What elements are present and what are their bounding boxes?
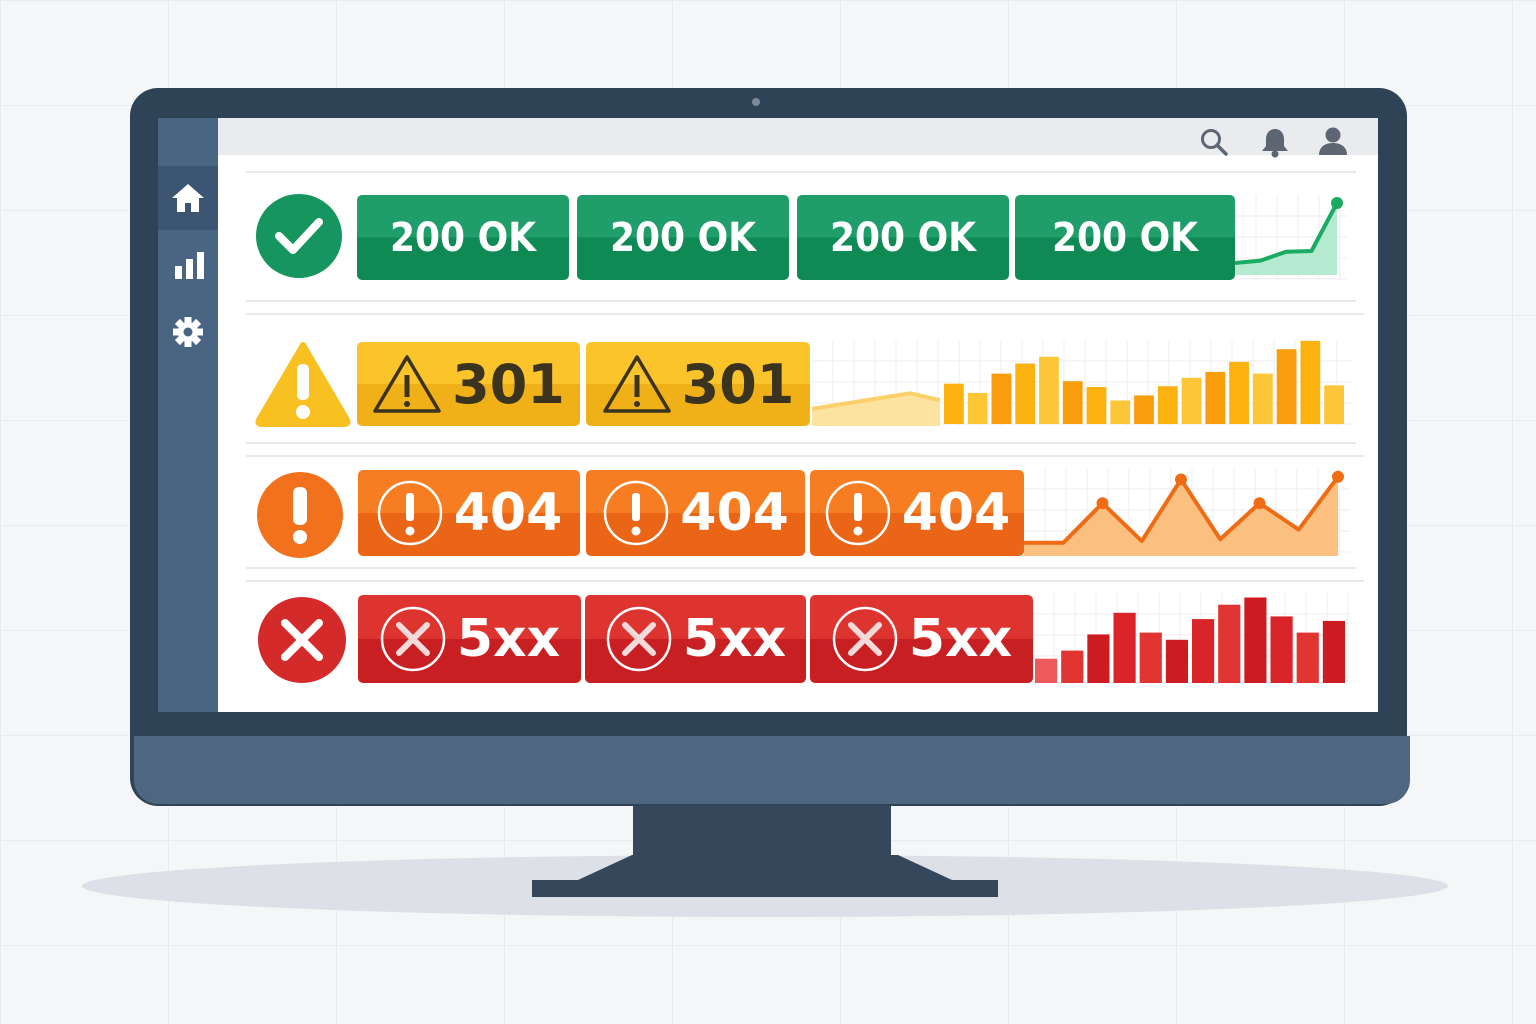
redirect-bar-chart	[811, 340, 1352, 426]
bell-icon[interactable]	[1258, 126, 1292, 160]
badge-label: 200 OK	[389, 214, 537, 261]
bar	[1139, 632, 1162, 683]
badge-label: 200 OK	[609, 214, 757, 261]
badge-label: 5xx	[682, 609, 787, 669]
badge-label: 404	[901, 483, 1011, 543]
bar	[1205, 371, 1226, 424]
trend-area	[1024, 476, 1338, 556]
bar	[1252, 373, 1273, 424]
status-badge-200[interactable]: 200 OK	[1015, 195, 1235, 280]
bar	[1229, 361, 1249, 424]
status-badge-5xx[interactable]: 5xx	[358, 595, 581, 683]
success-status-icon	[256, 194, 342, 278]
x-circle-icon	[380, 606, 446, 672]
monitor-stand-neck	[633, 800, 891, 858]
bar	[1062, 381, 1083, 424]
home-icon[interactable]	[171, 182, 205, 214]
status-badge-404[interactable]: 404	[810, 470, 1024, 556]
bar	[1192, 619, 1215, 683]
badge-label: 301	[681, 352, 795, 416]
client-error-status-icon	[257, 472, 343, 558]
bar	[1276, 349, 1297, 424]
webcam	[752, 98, 760, 106]
bar	[1087, 634, 1110, 683]
sidebar	[158, 118, 218, 712]
search-icon[interactable]	[1200, 128, 1230, 158]
divider	[246, 442, 1356, 444]
bar	[1035, 658, 1058, 683]
alert-circle-icon	[825, 480, 890, 546]
warning-icon	[373, 355, 441, 413]
server-error-status-icon	[258, 597, 346, 683]
status-badge-301[interactable]: 301	[357, 342, 580, 426]
bar	[1324, 385, 1344, 424]
status-badge-404[interactable]: 404	[358, 470, 580, 556]
data-point	[1332, 470, 1344, 483]
client-error-trend-chart	[1024, 468, 1350, 556]
bar	[1086, 387, 1107, 424]
data-point	[1096, 497, 1109, 510]
bar	[1322, 620, 1345, 683]
bar	[944, 383, 964, 424]
x-circle-icon	[832, 606, 898, 672]
data-point	[1331, 197, 1343, 209]
status-badge-301[interactable]: 301	[586, 342, 810, 426]
bar	[1218, 604, 1241, 683]
success-trend-chart	[1234, 195, 1347, 280]
server-error-bar-chart	[1033, 593, 1349, 683]
bar	[1244, 597, 1267, 683]
status-badge-5xx[interactable]: 5xx	[585, 595, 806, 683]
status-badge-200[interactable]: 200 OK	[357, 195, 569, 280]
divider	[246, 580, 1364, 582]
status-badge-404[interactable]: 404	[586, 470, 805, 556]
trend-area	[812, 393, 940, 426]
bar	[1270, 616, 1293, 683]
gear-icon[interactable]	[172, 316, 204, 348]
bar	[1296, 632, 1319, 683]
monitor-chin	[134, 736, 1410, 804]
badge-label: 200 OK	[1051, 214, 1199, 261]
monitor-stand-base	[532, 855, 998, 897]
divider	[246, 567, 1356, 569]
bar	[1157, 386, 1178, 424]
bar	[967, 392, 988, 424]
warning-icon	[602, 355, 671, 413]
alert-circle-icon	[377, 480, 442, 546]
badge-label: 404	[453, 483, 563, 543]
bar	[1113, 612, 1136, 683]
badge-label: 404	[680, 483, 789, 543]
data-point	[1253, 497, 1266, 510]
bar	[1165, 639, 1188, 683]
warning-status-icon	[255, 342, 351, 427]
bar	[1300, 340, 1321, 424]
bar	[1015, 363, 1036, 424]
bar	[1039, 356, 1059, 424]
status-badge-200[interactable]: 200 OK	[797, 195, 1009, 280]
badge-label: 5xx	[908, 609, 1013, 669]
bar	[1110, 400, 1131, 424]
badge-label: 200 OK	[829, 214, 977, 261]
badge-label: 5xx	[456, 609, 561, 669]
trend-line	[811, 391, 941, 411]
bar-chart-icon[interactable]	[174, 250, 206, 280]
status-badge-5xx[interactable]: 5xx	[810, 595, 1033, 683]
status-badge-200[interactable]: 200 OK	[577, 195, 789, 280]
top-bar	[218, 118, 1378, 158]
divider	[246, 300, 1356, 302]
alert-circle-icon	[603, 480, 669, 546]
divider	[246, 455, 1364, 457]
bar	[991, 373, 1012, 424]
trend-area	[1235, 203, 1337, 275]
bar	[1061, 650, 1084, 683]
bar	[1134, 395, 1154, 424]
divider	[246, 171, 1356, 173]
x-circle-icon	[606, 606, 672, 672]
user-icon[interactable]	[1316, 126, 1350, 156]
trend-line	[1234, 202, 1339, 265]
bar	[1181, 377, 1202, 424]
badge-label: 301	[452, 352, 565, 416]
divider	[246, 313, 1364, 315]
data-point	[1175, 473, 1187, 486]
